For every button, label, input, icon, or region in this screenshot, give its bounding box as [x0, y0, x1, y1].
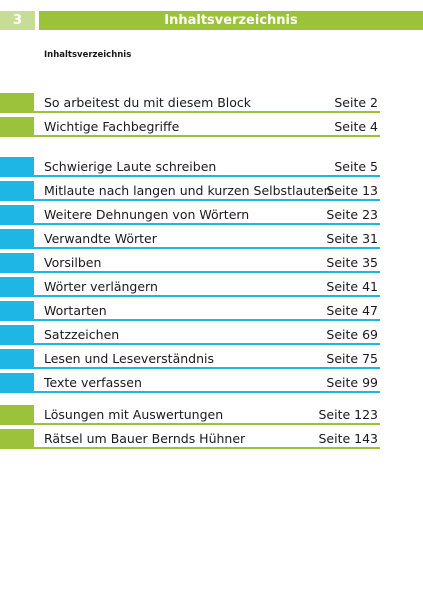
- toc-entry-marker: [0, 277, 34, 297]
- toc-entry-page: Seite 47: [326, 303, 378, 318]
- toc-entry[interactable]: Texte verfassen Seite 99: [0, 373, 380, 393]
- toc-entry-title: Wortarten: [44, 303, 107, 318]
- toc-entry[interactable]: Verwandte Wörter Seite 31: [0, 229, 380, 249]
- toc-entry-underline: [34, 175, 380, 177]
- toc-entry-page: Seite 31: [326, 231, 378, 246]
- toc-entry-page: Seite 4: [334, 119, 378, 134]
- toc-entry-marker: [0, 117, 34, 137]
- toc-entry-title: So arbeitest du mit diesem Block: [44, 95, 252, 110]
- header-title: Inhaltsverzeichnis: [39, 11, 423, 30]
- toc-entry-title: Lösungen mit Auswertungen: [44, 407, 224, 422]
- page-number: 3: [0, 11, 35, 30]
- toc-entry-title: Texte verfassen: [44, 375, 142, 390]
- toc-entry-marker: [0, 429, 34, 449]
- toc-entry-title: Mitlaute nach langen und kurzen Selbstla…: [44, 183, 332, 198]
- toc-entry-marker: [0, 181, 34, 201]
- toc-entry[interactable]: Lösungen mit Auswertungen Seite 123: [0, 405, 380, 425]
- toc-entry-underline: [34, 247, 380, 249]
- toc-entry[interactable]: Lesen und Leseverständnis Seite 75: [0, 349, 380, 369]
- toc-entry-marker: [0, 373, 34, 393]
- toc-entry-underline: [34, 343, 380, 345]
- toc-entry[interactable]: Satzzeichen Seite 69: [0, 325, 380, 345]
- toc-entry-page: Seite 35: [326, 255, 378, 270]
- toc-entry-underline: [34, 295, 380, 297]
- toc-entry-title: Wörter verlängern: [44, 279, 158, 294]
- toc-entry[interactable]: Wörter verlängern Seite 41: [0, 277, 380, 297]
- toc-heading: Inhaltsverzeichnis: [44, 50, 132, 60]
- toc-entry[interactable]: Vorsilben Seite 35: [0, 253, 380, 273]
- toc-entry-marker: [0, 157, 34, 177]
- toc-entry-underline: [34, 111, 380, 113]
- toc-entry-marker: [0, 349, 34, 369]
- toc-entry-page: Seite 143: [318, 431, 378, 446]
- toc-entry-marker: [0, 301, 34, 321]
- toc-entry[interactable]: Weitere Dehnungen von Wörtern Seite 23: [0, 205, 380, 225]
- toc-entry-underline: [34, 423, 380, 425]
- toc-entry-title: Wichtige Fachbegriffe: [44, 119, 180, 134]
- toc-entry-title: Verwandte Wörter: [44, 231, 157, 246]
- toc-entry-underline: [34, 199, 380, 201]
- toc-entry-page: Seite 69: [326, 327, 378, 342]
- toc-entry-title: Rätsel um Bauer Bernds Hühner: [44, 431, 246, 446]
- toc-entry-marker: [0, 93, 34, 113]
- toc-entry-underline: [34, 135, 380, 137]
- toc-entry[interactable]: So arbeitest du mit diesem Block Seite 2: [0, 93, 380, 113]
- toc-entry-page: Seite 23: [326, 207, 378, 222]
- toc-entry-underline: [34, 319, 380, 321]
- toc-entry-title: Schwierige Laute schreiben: [44, 159, 217, 174]
- toc-entry-title: Weitere Dehnungen von Wörtern: [44, 207, 250, 222]
- toc-entry-marker: [0, 325, 34, 345]
- toc-entry-marker: [0, 229, 34, 249]
- toc-entry-marker: [0, 253, 34, 273]
- toc-entry[interactable]: Rätsel um Bauer Bernds Hühner Seite 143: [0, 429, 380, 449]
- toc-entry-underline: [34, 391, 380, 393]
- toc-entry[interactable]: Wichtige Fachbegriffe Seite 4: [0, 117, 380, 137]
- toc-entry[interactable]: Schwierige Laute schreiben Seite 5: [0, 157, 380, 177]
- toc-entry-page: Seite 41: [326, 279, 378, 294]
- toc-entry[interactable]: Wortarten Seite 47: [0, 301, 380, 321]
- toc-entry-page: Seite 5: [334, 159, 378, 174]
- toc-entry-marker: [0, 405, 34, 425]
- toc-entry-marker: [0, 205, 34, 225]
- toc-entry-page: Seite 123: [318, 407, 378, 422]
- toc-entry-title: Satzzeichen: [44, 327, 120, 342]
- toc-entry-title: Vorsilben: [44, 255, 102, 270]
- toc-entry-underline: [34, 367, 380, 369]
- toc-entry-page: Seite 13: [326, 183, 378, 198]
- toc-entry-underline: [34, 271, 380, 273]
- toc-entry-title: Lesen und Leseverständnis: [44, 351, 214, 366]
- toc-entry-page: Seite 2: [334, 95, 378, 110]
- page-header: 3 Inhaltsverzeichnis: [0, 11, 423, 30]
- toc-entry[interactable]: Mitlaute nach langen und kurzen Selbstla…: [0, 181, 380, 201]
- toc-entry-page: Seite 99: [326, 375, 378, 390]
- toc-entry-page: Seite 75: [326, 351, 378, 366]
- toc-entry-underline: [34, 447, 380, 449]
- toc-entry-underline: [34, 223, 380, 225]
